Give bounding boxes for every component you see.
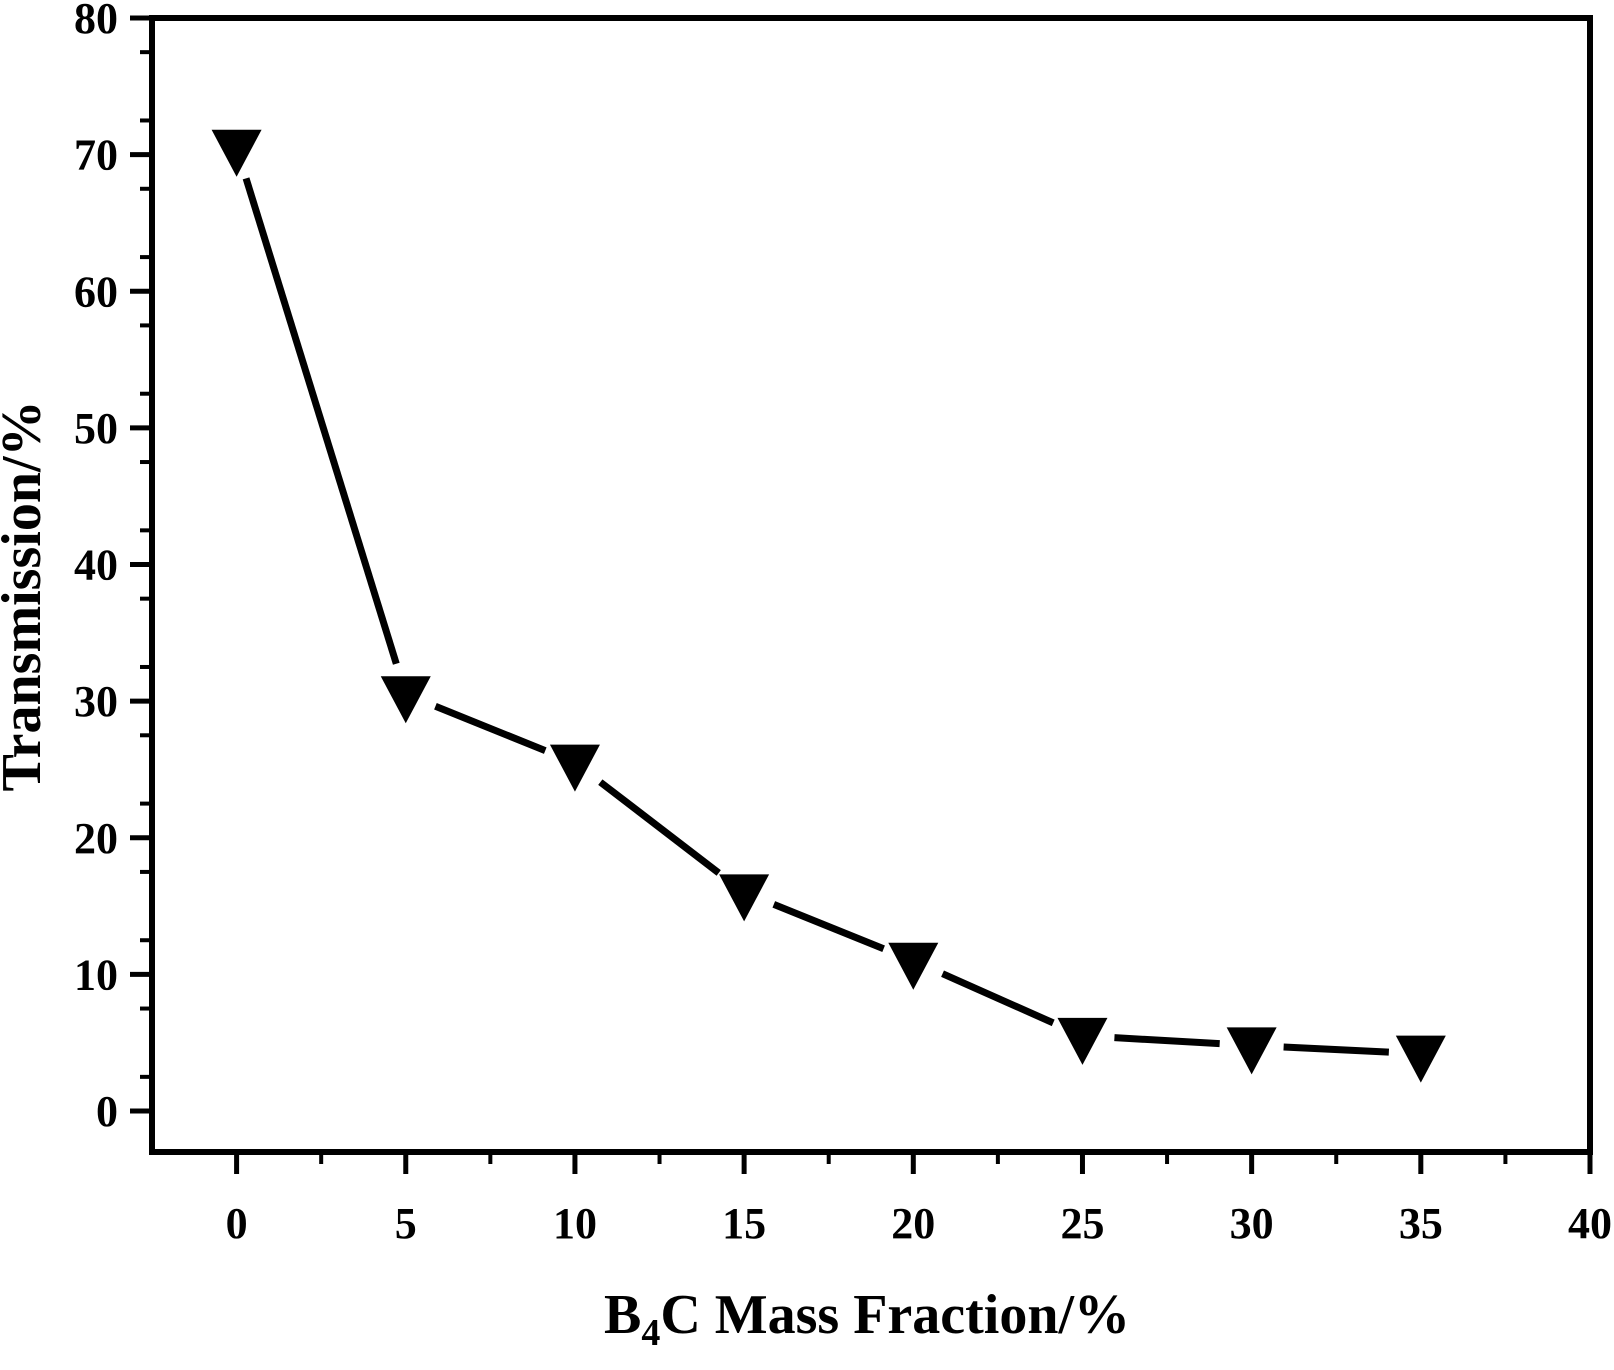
data-point-marker	[380, 676, 431, 724]
x-axis-title-prefix: B	[604, 1284, 641, 1346]
data-markers	[211, 129, 1446, 1083]
series-line-segment	[1283, 1043, 1390, 1056]
y-tick-label: 80	[74, 0, 118, 43]
plot-frame	[149, 15, 1593, 1155]
y-tick-label: 10	[74, 950, 118, 999]
data-point-marker	[719, 874, 770, 922]
data-point-marker	[1057, 1017, 1108, 1065]
x-tick-label: 30	[1230, 1199, 1274, 1248]
x-tick-label: 35	[1399, 1199, 1443, 1248]
series-line-segment	[242, 177, 400, 665]
x-tick-labels: 0 5 10 15 20 25 30 35 40	[226, 1199, 1612, 1248]
data-point-marker	[888, 942, 939, 990]
x-tick-label: 15	[722, 1199, 766, 1248]
series-line-segment	[598, 779, 721, 876]
y-tick-label: 40	[74, 541, 118, 590]
x-tick-label: 5	[395, 1199, 417, 1248]
x-tick-label: 20	[891, 1199, 935, 1248]
data-point-marker	[549, 744, 600, 792]
x-tick-label: 0	[226, 1199, 248, 1248]
series-line-segment	[434, 703, 547, 754]
y-tick-label: 30	[74, 677, 118, 726]
major-ticks	[130, 15, 1593, 1174]
x-tick-label: 10	[553, 1199, 597, 1248]
series-line-segment	[1114, 1034, 1220, 1048]
x-axis-title-subscript: 4	[641, 1312, 660, 1354]
series-line-segment	[941, 970, 1055, 1027]
x-axis-title: B4C Mass Fraction/%	[604, 1284, 1130, 1354]
x-tick-label: 40	[1568, 1199, 1612, 1248]
y-tick-label: 50	[74, 404, 118, 453]
minor-ticks	[140, 50, 1508, 1164]
data-point-marker	[1226, 1027, 1277, 1075]
x-tick-label: 25	[1060, 1199, 1104, 1248]
y-tick-labels: 0 10 20 30 40 50 60 70 80	[74, 0, 118, 1136]
y-tick-label: 70	[74, 131, 118, 180]
y-axis-title: Transmission/%	[0, 400, 53, 791]
data-point-marker	[1395, 1035, 1446, 1083]
series-line-segment	[772, 901, 885, 952]
series-lines	[242, 177, 1390, 1056]
y-tick-label: 20	[74, 814, 118, 863]
data-point-marker	[211, 129, 262, 177]
x-axis-title-suffix: C Mass Fraction/%	[660, 1284, 1130, 1346]
y-tick-label: 60	[74, 267, 118, 316]
y-tick-label: 0	[96, 1087, 118, 1136]
